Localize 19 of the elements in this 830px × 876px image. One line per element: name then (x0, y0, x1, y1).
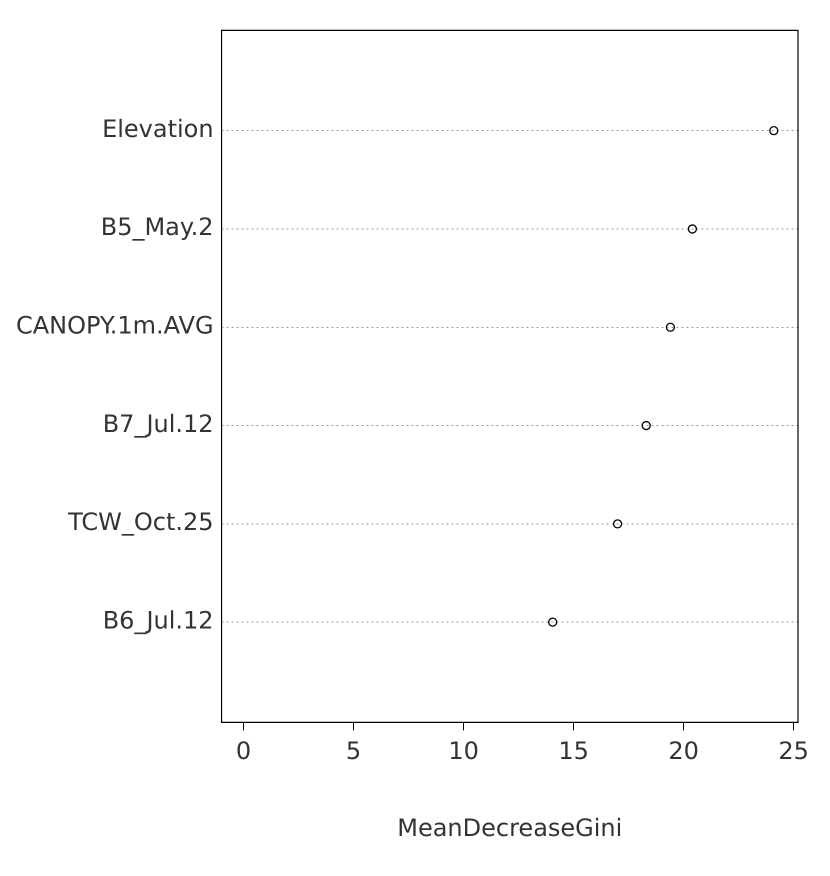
point (666, 322, 676, 332)
x-axis-title: MeanDecreaseGini (397, 814, 622, 842)
point (688, 224, 698, 234)
point (612, 519, 622, 528)
y-tick-label: TCW_Oct.25 (67, 508, 214, 536)
point (769, 126, 778, 136)
y-tick-label: B7_Jul.12 (102, 410, 214, 438)
y-tick-label: B5_May.2 (100, 213, 214, 242)
x-tick-label: 5 (346, 737, 362, 766)
y-tick-label: CANOPY.1m.AVG (16, 311, 214, 340)
x-tick-label: 0 (236, 737, 252, 766)
x-tick-label: 20 (668, 737, 699, 766)
point (548, 617, 558, 627)
x-tick-label: 15 (558, 737, 589, 766)
x-tick-label: 25 (778, 737, 809, 766)
x-tick-label: 10 (448, 737, 479, 766)
y-tick-label: B6_Jul.12 (102, 606, 214, 634)
point (642, 420, 651, 430)
y-tick-label: Elevation (102, 114, 214, 143)
